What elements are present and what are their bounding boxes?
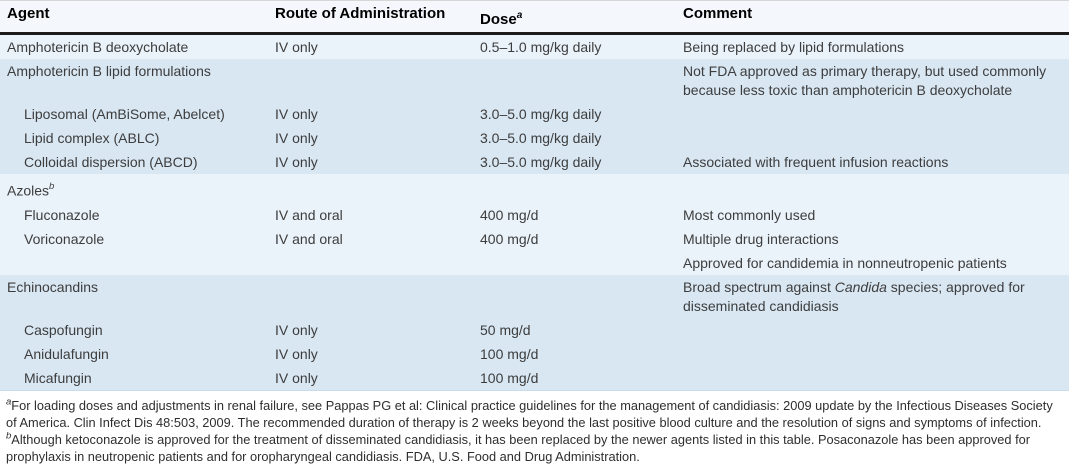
dose-cell: [473, 174, 676, 203]
comment-cell: Broad spectrum against Candida species; …: [683, 278, 1025, 314]
table-header-row: Agent Route of Administration Dosea Comm…: [0, 1, 1069, 35]
route-cell: IV and oral: [275, 206, 343, 223]
antifungal-agents-table: Agent Route of Administration Dosea Comm…: [0, 1, 1069, 391]
column-header-comment-label: Comment: [683, 5, 753, 22]
table-row: Colloidal dispersion (ABCD) IV only 3.0–5.…: [0, 150, 1069, 174]
dose-cell: [473, 251, 676, 275]
table-row: Micafungin IV only 100 mg/d: [0, 365, 1069, 390]
comment-cell: Approved for candidemia in nonneutropeni…: [683, 254, 1007, 271]
agent-cell: Micafungin: [24, 369, 92, 386]
agent-cell: Amphotericin B lipid formulations: [7, 63, 211, 79]
dose-cell: 0.5–1.0 mg/kg daily: [480, 39, 602, 55]
table-row: Voriconazole IV and oral 400 mg/d Multiple …: [0, 226, 1069, 251]
footnote-marker-a: a: [516, 10, 523, 21]
table-row: Fluconazole IV and oral 400 mg/d Most commo…: [0, 202, 1069, 227]
table-row: Anidulafungin IV only 100 mg/d: [0, 341, 1069, 366]
table-row: Amphotericin B deoxycholate IV only 0.5–1.…: [0, 35, 1069, 59]
route-cell: [268, 174, 473, 203]
footnote-marker-b: b: [6, 430, 12, 442]
comment-cell: [676, 174, 1057, 203]
agent-cell: Anidulafungin: [24, 345, 109, 362]
column-header-dose-label: Dose: [480, 11, 517, 28]
dose-cell: 3.0–5.0 mg/kg daily: [480, 154, 602, 170]
route-cell: IV only: [275, 321, 318, 338]
footnote-marker-b: b: [49, 181, 55, 192]
table-row: Azolesb: [0, 174, 1069, 203]
dose-cell: 3.0–5.0 mg/kg daily: [480, 106, 602, 122]
agent-cell: Voriconazole: [24, 230, 105, 247]
route-cell: IV only: [275, 369, 318, 386]
comment-cell: Multiple drug interactions: [683, 230, 839, 247]
route-cell: IV only: [275, 130, 318, 146]
comment-cell: Associated with frequent infusion reacti…: [683, 154, 949, 170]
comment-cell: [676, 342, 1057, 366]
table-row: Caspofungin IV only 50 mg/d: [0, 317, 1069, 342]
column-header-route-label: Route of Administration: [275, 5, 446, 22]
column-header-comment: Comment: [676, 1, 1069, 32]
route-cell: [268, 251, 473, 275]
comment-cell: [676, 366, 1057, 390]
route-cell: IV only: [275, 345, 318, 362]
comment-cell: [676, 102, 1057, 126]
dose-cell: 400 mg/d: [480, 206, 539, 223]
dose-cell: 400 mg/d: [480, 230, 539, 247]
comment-cell: [676, 126, 1057, 150]
agent-cell: Liposomal (AmBiSome, Abelcet): [24, 106, 225, 122]
table-row: Echinocandins Broad spectrum against Cand…: [0, 274, 1069, 318]
column-header-agent-label: Agent: [7, 5, 50, 22]
agent-cell: Lipid complex (ABLC): [24, 130, 160, 146]
comment-cell: Most commonly used: [683, 206, 816, 223]
route-cell: [268, 275, 473, 318]
column-header-dose: Dosea: [473, 1, 676, 32]
agent-cell: Fluconazole: [24, 206, 100, 223]
comment-cell: Not FDA approved as primary therapy, but…: [683, 63, 1047, 98]
agent-cell: Azolesb: [7, 181, 55, 199]
comment-cell: Being replaced by lipid formulations: [683, 39, 905, 55]
table-row: Amphotericin B lipid formulations Not FDA…: [0, 59, 1069, 102]
route-cell: IV only: [275, 39, 318, 55]
table-footnote: aFor loading doses and adjustments in re…: [6, 396, 1053, 464]
agent-cell: Caspofungin: [24, 321, 103, 338]
column-header-agent: Agent: [0, 1, 268, 32]
agent-cell: Amphotericin B deoxycholate: [7, 39, 189, 55]
table-body: Amphotericin B deoxycholate IV only 0.5–1.…: [0, 35, 1069, 391]
agent-cell: Colloidal dispersion (ABCD): [24, 154, 198, 170]
route-cell: IV only: [275, 106, 318, 122]
route-cell: IV only: [275, 154, 318, 170]
table-row: Liposomal (AmBiSome, Abelcet) IV only 3.0–…: [0, 102, 1069, 126]
column-header-route: Route of Administration: [268, 1, 473, 32]
dose-cell: 100 mg/d: [480, 369, 539, 386]
table-row: Lipid complex (ABLC) IV only 3.0–5.0 mg/kg…: [0, 126, 1069, 150]
dose-cell: 50 mg/d: [480, 321, 531, 338]
comment-cell: [676, 318, 1057, 342]
footnote-marker-a: a: [6, 396, 12, 408]
dose-cell: [473, 59, 676, 102]
agent-cell: Echinocandins: [7, 278, 99, 295]
dose-cell: [473, 275, 676, 318]
agent-cell: [0, 251, 268, 275]
italic-species-name: Candida: [834, 278, 887, 295]
route-cell: IV and oral: [275, 230, 343, 247]
dose-cell: 100 mg/d: [480, 345, 539, 362]
dose-cell: 3.0–5.0 mg/kg daily: [480, 130, 602, 146]
route-cell: [268, 59, 473, 102]
table-row: Approved for candidemia in nonneutropeni…: [0, 250, 1069, 275]
